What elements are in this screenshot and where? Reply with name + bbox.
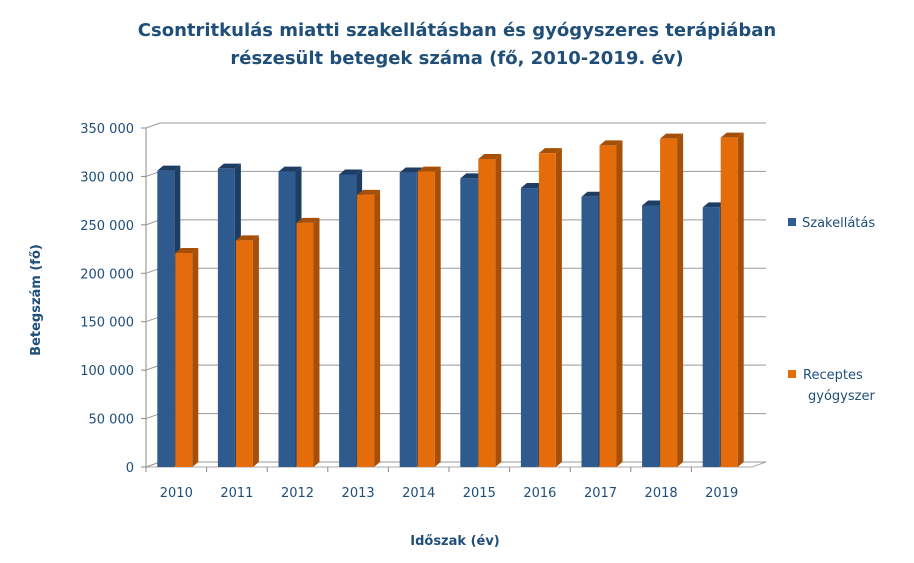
y-tick-label: 150 000 [80, 316, 134, 331]
bar-0-2011 [217, 168, 235, 467]
bar-side [374, 189, 381, 468]
legend-label-receptes-2: gyógyszer [808, 389, 875, 404]
bar-0-2013 [339, 174, 357, 467]
bar-1-2012 [296, 222, 314, 467]
y-tick-label: 50 000 [89, 413, 135, 428]
bar-top [357, 189, 381, 195]
bar-0-2015 [460, 178, 478, 467]
bar-0-2012 [278, 171, 296, 468]
bar-top [520, 183, 544, 189]
chart-title-line1: Csontritkulás miatti szakellátásban és g… [137, 20, 777, 41]
x-tick-label: 2013 [342, 486, 375, 501]
x-tick-label: 2012 [281, 486, 314, 501]
x-tick-label: 2016 [523, 486, 556, 501]
bar-1-2015 [478, 158, 496, 467]
bar-1-2017 [599, 145, 617, 468]
bar-top [339, 169, 363, 175]
bar-top [538, 148, 562, 154]
bar-1-2011 [235, 240, 253, 467]
bar-top [399, 167, 423, 173]
x-tick-label: 2018 [645, 486, 678, 501]
x-tick-label: 2010 [160, 486, 193, 501]
y-tick-label: 250 000 [80, 219, 134, 234]
bar-top [581, 191, 605, 197]
bar-1-2014 [417, 171, 435, 468]
bar-0-2017 [581, 196, 599, 468]
y-tick-label: 200 000 [80, 267, 134, 282]
bar-0-2019 [702, 207, 720, 467]
bar-top [217, 163, 241, 169]
y-tick-label: 100 000 [80, 364, 134, 379]
legend-swatch-receptes [788, 370, 796, 378]
bar-0-2016 [520, 188, 538, 467]
bar-top [278, 166, 302, 172]
x-tick-label: 2019 [705, 486, 738, 501]
bar-1-2016 [538, 153, 556, 467]
legend-label-receptes-1: Receptes [803, 368, 863, 383]
bar-1-2010 [175, 252, 193, 467]
legend-swatch-szakellatas [788, 218, 796, 226]
bar-top [157, 165, 181, 171]
bar-top [235, 235, 259, 241]
bar-top [660, 133, 684, 139]
y-axis-label: Betegszám (fő) [29, 244, 44, 356]
bar-top [460, 173, 484, 179]
y-tick-label: 0 [126, 461, 134, 476]
y-tick-label: 350 000 [80, 122, 134, 137]
bar-0-2010 [157, 170, 175, 468]
x-tick-label: 2014 [402, 486, 435, 501]
bar-top [296, 217, 320, 223]
bar-side [313, 217, 320, 467]
bar-side [434, 166, 441, 468]
bar-side [555, 148, 562, 467]
bar-side [495, 153, 502, 467]
bar-top [642, 200, 666, 206]
x-tick-label: 2015 [463, 486, 496, 501]
bar-side [192, 247, 199, 467]
x-axis-label: Időszak (év) [410, 534, 500, 549]
x-tick-label: 2017 [584, 486, 617, 501]
chart-title-line2: részesült betegek száma (fő, 2010-2019. … [230, 48, 684, 69]
bar-0-2018 [642, 205, 660, 467]
bar-side [616, 140, 623, 468]
bar-side [737, 132, 744, 467]
bar-0-2014 [399, 172, 417, 467]
y-tick-label: 300 000 [80, 170, 134, 185]
bar-side [677, 133, 684, 467]
bar-top [417, 166, 441, 172]
bar-top [599, 140, 623, 146]
gridline-depth [145, 122, 161, 129]
x-tick-label: 2011 [220, 486, 253, 501]
bar-top [175, 247, 199, 253]
bar-side [252, 235, 259, 467]
bar-1-2018 [660, 138, 678, 467]
bar-top [478, 153, 502, 159]
bar-1-2019 [720, 137, 738, 467]
bar-top [702, 202, 726, 208]
bar-1-2013 [357, 194, 375, 467]
bar-top [720, 132, 744, 138]
legend-label-szakellatas: Szakellátás [802, 216, 875, 231]
